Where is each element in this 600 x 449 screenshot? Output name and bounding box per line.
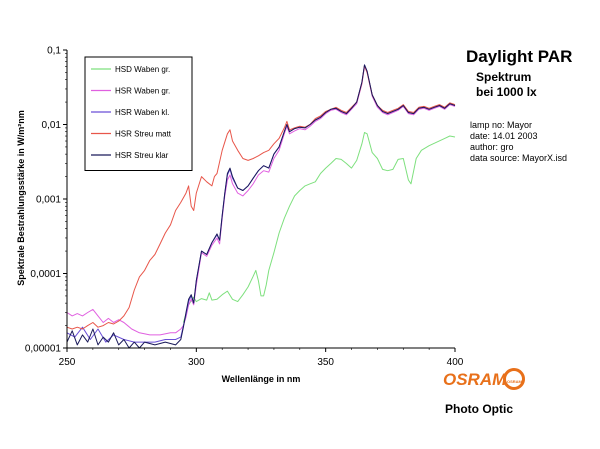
- legend-label: HSR Streu matt: [115, 130, 172, 139]
- meta-date: date: 14.01 2003: [470, 131, 538, 141]
- subtitle-spektrum: Spektrum: [476, 70, 532, 84]
- x-tick-label: 400: [447, 357, 464, 368]
- y-axis-label: Spektrale Bestrahlungsstärke in W/m²nm: [16, 110, 26, 286]
- x-tick-label: 300: [188, 357, 205, 368]
- legend-label: HSD Waben gr.: [115, 65, 170, 74]
- meta-author: author: gro: [470, 142, 514, 152]
- chart-title: Daylight PAR: [466, 47, 573, 66]
- subtitle-lux: bei 1000 lx: [476, 85, 537, 99]
- legend-label: HSR Waben gr.: [115, 87, 170, 96]
- y-tick-label: 0,0001: [30, 269, 61, 280]
- brand-ring-icon: [503, 368, 525, 390]
- x-axis-label: Wellenlänge in nm: [222, 374, 301, 384]
- brand-tagline: Photo Optic: [445, 402, 513, 416]
- legend-label: HSR Streu klar: [115, 151, 169, 160]
- brand-name: OSRAM: [443, 370, 507, 389]
- axes: 0,00001 0,0001 0,001 0,01 0,1 250 300 350 400: [25, 46, 464, 369]
- y-tick-label: 0,001: [36, 195, 61, 206]
- legend-label: HSR Waben kl.: [115, 108, 169, 117]
- meta-lamp: lamp no: Mayor: [470, 120, 533, 130]
- legend-frame: [84, 56, 193, 171]
- y-tick-label: 0,01: [42, 120, 62, 131]
- series-line-hsr-streu-klar: [66, 64, 456, 349]
- y-tick-label: 0,1: [47, 46, 61, 57]
- x-tick-label: 350: [317, 357, 334, 368]
- series-line-hsd-waben-gr-: [182, 132, 456, 323]
- meta-source: data source: MayorX.isd: [470, 153, 568, 163]
- brand-ring-text: OSRAM: [507, 379, 522, 384]
- series-line-hsr-waben-gr-: [66, 66, 456, 336]
- y-tick-label: 0,00001: [25, 344, 62, 355]
- plot-area: [66, 64, 456, 349]
- series-line-hsr-streu-matt: [66, 65, 456, 330]
- x-tick-label: 250: [59, 357, 76, 368]
- legend: HSD Waben gr. HSR Waben gr. HSR Waben kl. H…: [84, 56, 193, 171]
